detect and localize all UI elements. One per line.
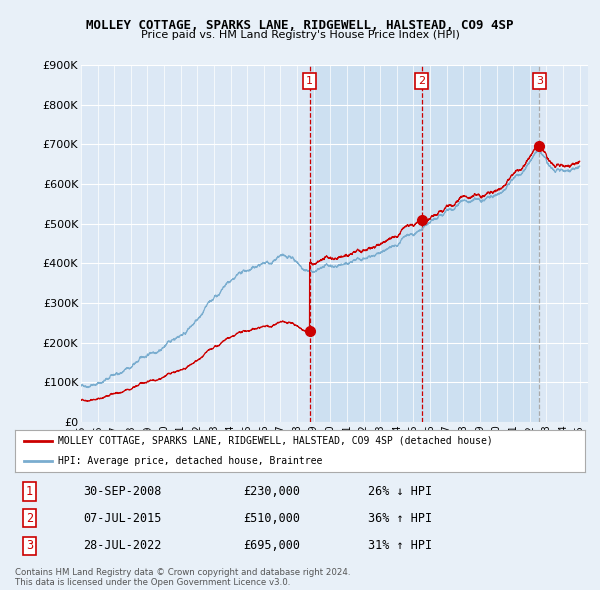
Text: MOLLEY COTTAGE, SPARKS LANE, RIDGEWELL, HALSTEAD, CO9 4SP: MOLLEY COTTAGE, SPARKS LANE, RIDGEWELL, … — [86, 19, 514, 32]
Text: 1: 1 — [306, 76, 313, 86]
Text: 07-JUL-2015: 07-JUL-2015 — [83, 512, 162, 525]
Text: 2: 2 — [418, 76, 425, 86]
Bar — [310, 65, 539, 422]
Text: Price paid vs. HM Land Registry's House Price Index (HPI): Price paid vs. HM Land Registry's House … — [140, 30, 460, 40]
Text: HPI: Average price, detached house, Braintree: HPI: Average price, detached house, Brai… — [58, 455, 322, 466]
Text: 36% ↑ HPI: 36% ↑ HPI — [368, 512, 433, 525]
Text: 31% ↑ HPI: 31% ↑ HPI — [368, 539, 433, 552]
Text: 2: 2 — [26, 512, 33, 525]
Text: 3: 3 — [536, 76, 543, 86]
Text: Contains HM Land Registry data © Crown copyright and database right 2024.
This d: Contains HM Land Registry data © Crown c… — [15, 568, 350, 587]
Text: 1: 1 — [26, 486, 33, 499]
Text: MOLLEY COTTAGE, SPARKS LANE, RIDGEWELL, HALSTEAD, CO9 4SP (detached house): MOLLEY COTTAGE, SPARKS LANE, RIDGEWELL, … — [58, 436, 493, 446]
Text: 26% ↓ HPI: 26% ↓ HPI — [368, 486, 433, 499]
Text: £695,000: £695,000 — [243, 539, 300, 552]
Text: 3: 3 — [26, 539, 33, 552]
Text: 28-JUL-2022: 28-JUL-2022 — [83, 539, 162, 552]
Text: £230,000: £230,000 — [243, 486, 300, 499]
Text: £510,000: £510,000 — [243, 512, 300, 525]
Text: 30-SEP-2008: 30-SEP-2008 — [83, 486, 162, 499]
